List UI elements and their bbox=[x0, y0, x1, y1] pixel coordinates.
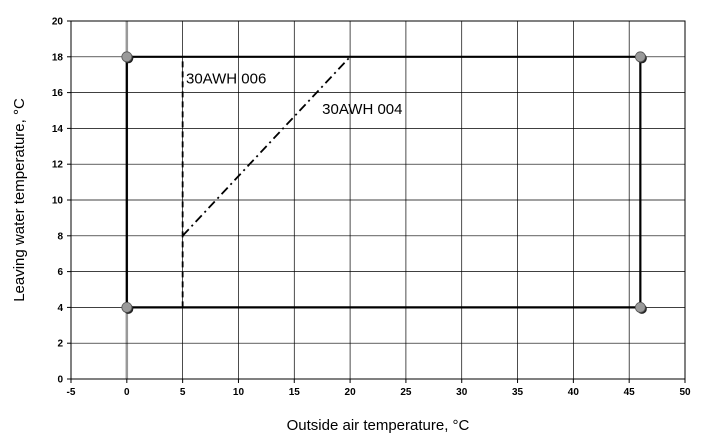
x-tick-label: 40 bbox=[568, 387, 580, 398]
series-lines bbox=[125, 55, 642, 309]
annotation-label: 30AWH 004 bbox=[322, 101, 402, 118]
x-tick-label: 30 bbox=[456, 387, 468, 398]
y-tick-label: 6 bbox=[57, 267, 63, 278]
y-tick-label: 20 bbox=[52, 17, 64, 28]
x-tick-label: 20 bbox=[345, 387, 357, 398]
tick-labels: -5 0 5 10 15 20 25 30 35 40 45 50 0 2 4 6 8 10 12 14 16 18 20 bbox=[52, 17, 691, 399]
corner-marker bbox=[634, 51, 646, 63]
y-tick-label: 18 bbox=[52, 52, 64, 63]
y-tick-label: 4 bbox=[57, 303, 63, 314]
corner-marker bbox=[121, 301, 133, 313]
x-tick-label: 10 bbox=[233, 387, 245, 398]
y-tick-label: 14 bbox=[52, 124, 64, 135]
y-tick-label: 0 bbox=[57, 375, 63, 386]
y-tick-label: 2 bbox=[57, 339, 63, 350]
y-tick-label: 8 bbox=[57, 231, 63, 242]
corner-marker bbox=[634, 301, 646, 313]
x-tick-label: 25 bbox=[400, 387, 412, 398]
corner-marker bbox=[121, 51, 133, 63]
x-tick-label: 50 bbox=[679, 387, 691, 398]
x-tick-label: 5 bbox=[180, 387, 186, 398]
series-line-dashdot bbox=[181, 56, 351, 237]
grid-lines bbox=[70, 20, 686, 380]
y-axis-title: Leaving water temperature, °C bbox=[11, 98, 28, 302]
x-tick-label: 45 bbox=[624, 387, 636, 398]
x-tick-label: 0 bbox=[124, 387, 130, 398]
x-tick-label: -5 bbox=[67, 387, 76, 398]
y-tick-label: 16 bbox=[52, 88, 64, 99]
axes bbox=[67, 20, 686, 383]
y-tick-label: 12 bbox=[52, 160, 64, 171]
series-line-solid bbox=[125, 55, 642, 309]
annotation-label: 30AWH 006 bbox=[186, 71, 266, 88]
x-tick-label: 15 bbox=[289, 387, 301, 398]
y-tick-label: 10 bbox=[52, 196, 64, 207]
corner-markers bbox=[121, 51, 647, 314]
plot-frame bbox=[70, 20, 686, 380]
x-tick-label: 35 bbox=[512, 387, 524, 398]
annotations: 30AWH 006 30AWH 004 bbox=[186, 71, 403, 118]
x-axis-title: Outside air temperature, °C bbox=[287, 417, 470, 434]
